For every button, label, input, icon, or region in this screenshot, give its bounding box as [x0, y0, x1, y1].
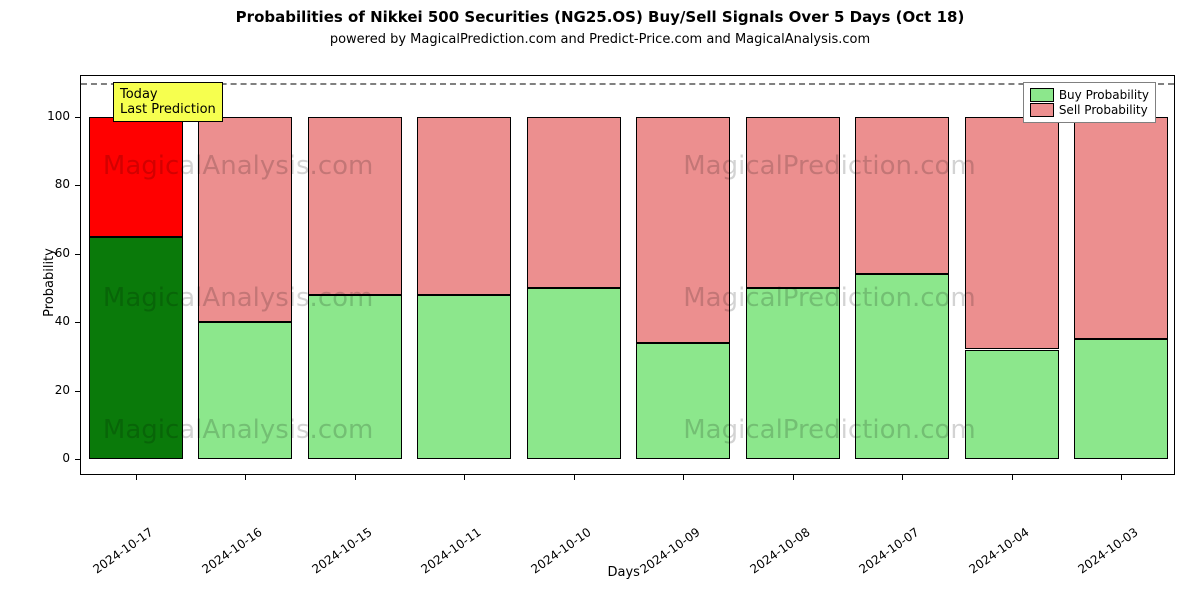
legend-swatch: [1030, 88, 1054, 102]
y-tick-mark: [75, 322, 81, 323]
bar-sell: [965, 117, 1059, 349]
plot-area: MagicalAnalysis.comMagicalPrediction.com…: [80, 75, 1175, 475]
bar-buy: [308, 295, 402, 459]
legend-item: Buy Probability: [1030, 88, 1149, 102]
x-tick-mark: [464, 474, 465, 480]
bar-buy: [527, 288, 621, 459]
bar-sell: [636, 117, 730, 343]
legend: Buy ProbabilitySell Probability: [1023, 82, 1156, 123]
x-tick-label: 2024-10-11: [419, 525, 484, 576]
y-tick-mark: [75, 185, 81, 186]
x-tick-label: 2024-10-03: [1076, 525, 1141, 576]
gridline: [81, 83, 1174, 85]
y-tick-label: 60: [40, 246, 70, 260]
x-tick-mark: [574, 474, 575, 480]
bar-sell: [1074, 117, 1168, 339]
x-tick-label: 2024-10-04: [966, 525, 1031, 576]
y-tick-label: 100: [40, 109, 70, 123]
bar-sell: [417, 117, 511, 295]
x-tick-label: 2024-10-07: [857, 525, 922, 576]
chart-container: Probabilities of Nikkei 500 Securities (…: [0, 0, 1200, 600]
bar-sell: [198, 117, 292, 322]
bar-sell: [527, 117, 621, 288]
x-tick-label: 2024-10-16: [200, 525, 265, 576]
bar-sell: [308, 117, 402, 295]
bar-buy: [855, 274, 949, 459]
bar-buy: [1074, 339, 1168, 459]
bar-sell: [746, 117, 840, 288]
x-tick-label: 2024-10-09: [638, 525, 703, 576]
legend-swatch: [1030, 103, 1054, 117]
x-tick-mark: [136, 474, 137, 480]
y-tick-mark: [75, 254, 81, 255]
chart-subtitle: powered by MagicalPrediction.com and Pre…: [0, 32, 1200, 47]
today-annotation-line2: Last Prediction: [120, 102, 216, 117]
legend-item: Sell Probability: [1030, 103, 1149, 117]
bar-buy: [965, 350, 1059, 459]
x-tick-mark: [1012, 474, 1013, 480]
bar-buy: [89, 237, 183, 459]
legend-label: Buy Probability: [1059, 88, 1149, 102]
y-tick-label: 80: [40, 177, 70, 191]
x-tick-label: 2024-10-08: [747, 525, 812, 576]
y-tick-mark: [75, 117, 81, 118]
bar-buy: [636, 343, 730, 459]
today-annotation: TodayLast Prediction: [113, 82, 223, 122]
bar-buy: [746, 288, 840, 459]
x-tick-mark: [245, 474, 246, 480]
bar-sell: [855, 117, 949, 274]
y-tick-label: 40: [40, 314, 70, 328]
y-tick-label: 0: [40, 451, 70, 465]
y-tick-mark: [75, 391, 81, 392]
x-tick-mark: [793, 474, 794, 480]
y-tick-label: 20: [40, 383, 70, 397]
x-tick-mark: [1121, 474, 1122, 480]
x-tick-label: 2024-10-10: [528, 525, 593, 576]
x-tick-label: 2024-10-15: [309, 525, 374, 576]
chart-title: Probabilities of Nikkei 500 Securities (…: [0, 8, 1200, 26]
x-tick-label: 2024-10-17: [90, 525, 155, 576]
today-annotation-line1: Today: [120, 87, 216, 102]
bar-buy: [198, 322, 292, 459]
legend-label: Sell Probability: [1059, 103, 1148, 117]
x-tick-mark: [902, 474, 903, 480]
y-tick-mark: [75, 459, 81, 460]
x-tick-mark: [683, 474, 684, 480]
bar-buy: [417, 295, 511, 459]
x-axis-label: Days: [608, 565, 640, 580]
bar-sell: [89, 117, 183, 237]
x-tick-mark: [355, 474, 356, 480]
